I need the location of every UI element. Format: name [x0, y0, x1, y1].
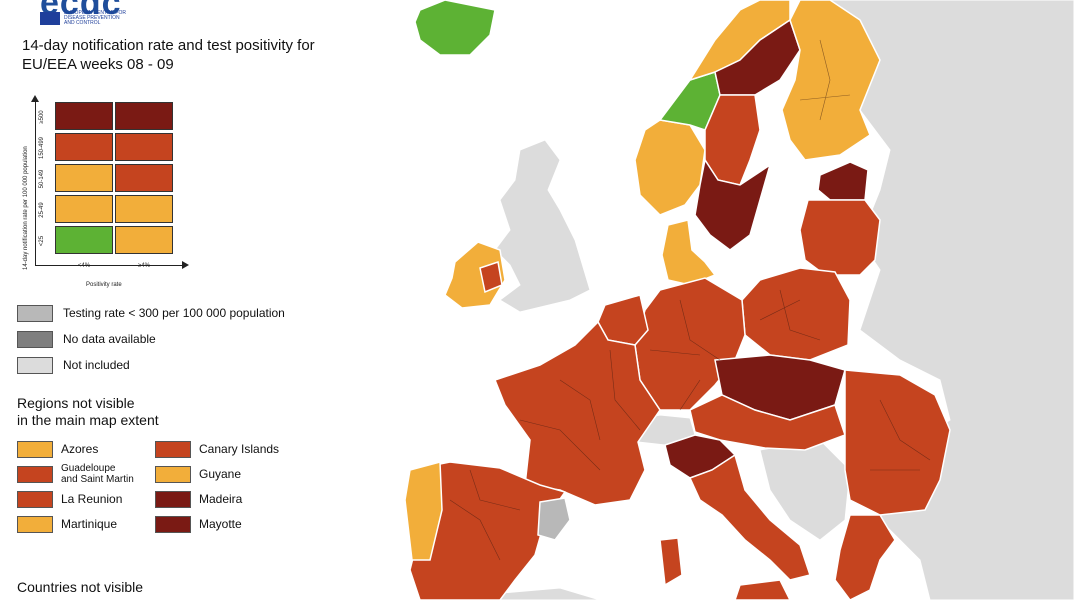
map-region-romania-bulgaria[interactable] [844, 369, 951, 516]
boundary-line [649, 299, 721, 411]
region-label: Martinique [61, 517, 118, 531]
matrix-cell [115, 195, 173, 223]
region-item: Canary Islands [155, 440, 279, 458]
region-label: Canary Islands [199, 442, 280, 456]
countries-title: Countries not visible [17, 579, 144, 595]
boundary-line [449, 469, 521, 561]
matrix-col-label: ≥4% [138, 263, 150, 269]
region-swatch [17, 490, 53, 508]
region-label: Azores [61, 442, 99, 456]
eu-flag-icon [40, 12, 60, 25]
map-region-poland[interactable] [741, 267, 851, 361]
key-label: Testing rate < 300 per 100 000 populatio… [63, 306, 285, 320]
balkans-land [759, 439, 851, 541]
matrix-cell [55, 102, 113, 130]
map-region-iceland[interactable] [414, 0, 496, 56]
matrix-row-label: 50-149 [39, 169, 45, 189]
matrix-cell [55, 164, 113, 192]
region-label: Mayotte [199, 517, 242, 531]
map-title: 14-day notification rate and test positi… [22, 37, 315, 73]
region-swatch [155, 440, 191, 458]
key-label: Not included [63, 358, 130, 372]
region-label: Madeira [199, 492, 243, 506]
region-item: Martinique [17, 515, 117, 533]
matrix-y-axis [35, 98, 36, 266]
region-item: La Reunion [17, 490, 122, 508]
region-swatch [155, 490, 191, 508]
matrix-cell [115, 226, 173, 254]
map-region-portugal-north[interactable] [404, 461, 443, 561]
logo-agency-name: EUROPEAN CENTRE FOR DISEASE PREVENTION A… [64, 10, 126, 26]
matrix-cell [55, 195, 113, 223]
key-label: No data available [63, 332, 156, 346]
ecdc-logo: ecdc EUROPEAN CENTRE FOR DISEASE PREVENT… [40, 0, 150, 32]
map-region-finland[interactable] [781, 0, 881, 161]
map-region-catalonia[interactable] [537, 497, 571, 541]
key-swatch [17, 304, 53, 322]
map-region-italy-islands[interactable] [659, 537, 791, 600]
map-region-sweden-north[interactable] [714, 18, 801, 96]
boundary-line [799, 39, 851, 121]
regional-boundaries [449, 39, 931, 561]
key-item: Testing rate < 300 per 100 000 populatio… [17, 304, 285, 322]
region-item: Guadeloupe and Saint Martin [17, 463, 134, 485]
boundary-line [519, 349, 641, 471]
region-swatch [155, 515, 191, 533]
map-region-france[interactable] [494, 320, 661, 506]
region-label: Guyane [199, 467, 242, 481]
map-region-sweden-south[interactable] [694, 158, 772, 251]
key-item: Not included [17, 356, 130, 374]
matrix-x-axis-label: Positivity rate [86, 282, 122, 288]
key-swatch [17, 356, 53, 374]
matrix-y-arrow-icon [31, 95, 39, 102]
matrix-legend [55, 102, 177, 260]
boundary-line [870, 399, 931, 471]
region-label: Guadeloupe and Saint Martin [61, 463, 134, 485]
map-region-denmark[interactable] [661, 219, 717, 286]
region-swatch [17, 440, 53, 458]
matrix-row-label: ≥500 [39, 110, 45, 124]
map-region-norway-south-west[interactable] [634, 119, 706, 216]
map-region-italy[interactable] [688, 453, 811, 581]
matrix-x-arrow-icon [182, 261, 189, 269]
boundary-line [759, 289, 821, 341]
region-swatch [155, 465, 191, 483]
map-region-greece[interactable] [834, 514, 896, 600]
matrix-row-label: <25 [39, 235, 45, 247]
matrix-row-label: 150-499 [39, 136, 45, 160]
region-item: Guyane [155, 465, 241, 483]
key-swatch [17, 330, 53, 348]
region-item: Mayotte [155, 515, 242, 533]
map-region-ireland[interactable] [444, 241, 506, 309]
map-region-estonia[interactable] [817, 161, 869, 201]
matrix-row-label: 25-49 [39, 202, 45, 218]
regions-title: Regions not visible in the main map exte… [17, 395, 159, 428]
matrix-cell [55, 133, 113, 161]
matrix-x-axis [35, 265, 183, 266]
matrix-cell [115, 102, 173, 130]
matrix-cell [115, 164, 173, 192]
matrix-col-label: <4% [77, 263, 91, 269]
region-item: Azores [17, 440, 98, 458]
matrix-cell [115, 133, 173, 161]
uk-land [494, 139, 591, 313]
key-item: No data available [17, 330, 156, 348]
region-swatch [17, 515, 53, 533]
region-item: Madeira [155, 490, 242, 508]
map-region-latvia-lithuania[interactable] [799, 199, 881, 276]
logo-wordmark: ecdc [40, 0, 122, 22]
matrix-y-axis-label: 14-day notification rate per 100 000 pop… [23, 146, 29, 270]
matrix-cell [55, 226, 113, 254]
region-swatch [17, 465, 53, 483]
region-label: La Reunion [61, 492, 123, 506]
map-region-ireland-dublin[interactable] [479, 261, 503, 294]
